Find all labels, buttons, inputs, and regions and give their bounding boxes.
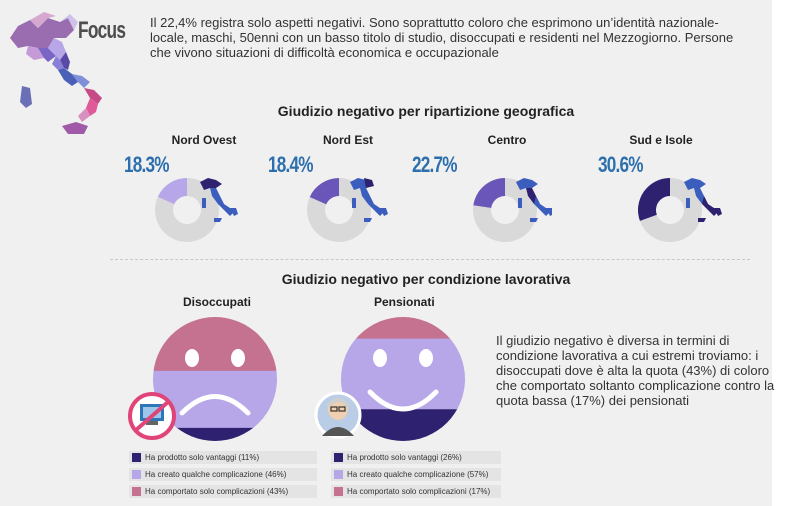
region-name: Centro (487, 133, 527, 147)
legend-item: Ha creato qualche complicazione (57%) (331, 468, 501, 481)
elderly-person-icon (314, 391, 362, 439)
region-name: Nord Est (322, 133, 373, 147)
band-solo-complicazioni (341, 317, 465, 339)
donut-slice-negative (473, 178, 505, 208)
region-nord-est: Nord Est 18.4% (268, 130, 408, 255)
group-label-disoccupati: Disoccupati (183, 295, 252, 309)
legend-label: Ha prodotto solo vantaggi (26%) (347, 453, 462, 462)
work-section-description: Il giudizio negativo è diversa in termin… (496, 333, 775, 408)
legend-swatch (132, 453, 141, 462)
italy-mini-map-icon (684, 178, 722, 222)
donut-slice-remainder (307, 178, 371, 242)
region-percentage: 22.7% (412, 152, 458, 177)
legend-disoccupati: Ha prodotto solo vantaggi (11%) Ha creat… (129, 451, 317, 502)
italy-mini-map-icon (200, 178, 238, 222)
donut-slice-negative (157, 178, 187, 205)
legend-label: Ha creato qualche complicazione (46%) (145, 470, 287, 479)
no-computer-icon (128, 392, 176, 440)
group-label-pensionati: Pensionati (374, 295, 435, 309)
legend-label: Ha comportato solo complicazioni (17%) (347, 487, 491, 496)
intro-text: Il 22,4% registra solo aspetti negativi.… (150, 15, 734, 60)
region-name: Nord Ovest (171, 133, 237, 147)
focus-title: Focus (78, 17, 126, 44)
region-donut-chart (155, 178, 238, 242)
region-percentage: 18.4% (268, 152, 314, 177)
legend-swatch (334, 470, 343, 479)
region-donut-chart (638, 178, 722, 242)
region-sud-isole: Sud e Isole 30.6% (598, 130, 738, 255)
donut-slice-remainder (639, 178, 702, 242)
legend-item: Ha prodotto solo vantaggi (26%) (331, 451, 501, 464)
region-nord-ovest: Nord Ovest 18.3% (124, 130, 264, 255)
italy-mini-map-icon (516, 178, 552, 222)
legend-swatch (334, 453, 343, 462)
work-section-title: Giudizio negativo per condizione lavorat… (281, 271, 571, 287)
legend-pensionati: Ha prodotto solo vantaggi (26%) Ha creat… (331, 451, 501, 502)
band-solo-complicazioni (153, 317, 277, 371)
legend-label: Ha comportato solo complicazioni (43%) (145, 487, 289, 496)
disoccupati-face-chart (128, 317, 277, 441)
sad-face-icon (179, 349, 251, 416)
donut-slice-negative (309, 178, 339, 205)
legend-label: Ha creato qualche complicazione (57%) (347, 470, 489, 479)
legend-item: Ha creato qualche complicazione (46%) (129, 468, 317, 481)
region-name: Sud e Isole (629, 133, 693, 147)
legend-swatch (132, 470, 141, 479)
happy-face-icon (367, 349, 439, 412)
legend-swatch (334, 487, 343, 496)
section-divider (110, 259, 750, 260)
scrollbar[interactable] (772, 0, 789, 506)
region-donut-chart (473, 178, 552, 242)
legend-item: Ha comportato solo complicazioni (17%) (331, 485, 501, 498)
geo-section-title: Giudizio negativo per ripartizione geogr… (277, 103, 575, 119)
donut-slice-remainder (155, 178, 219, 242)
legend-item: Ha comportato solo complicazioni (43%) (129, 485, 317, 498)
legend-swatch (132, 487, 141, 496)
band-qualche-complicazione (341, 338, 465, 410)
region-percentage: 30.6% (598, 152, 644, 177)
pensionati-face-chart (314, 317, 465, 441)
donut-slice-negative (638, 178, 670, 222)
donut-slice-remainder (473, 178, 537, 242)
legend-label: Ha prodotto solo vantaggi (11%) (145, 453, 260, 462)
region-donut-chart (307, 178, 388, 242)
italy-map-icon (10, 12, 102, 134)
region-percentage: 18.3% (124, 152, 170, 177)
italy-mini-map-icon (350, 178, 388, 222)
region-centro: Centro 22.7% (412, 130, 552, 255)
legend-item: Ha prodotto solo vantaggi (11%) (129, 451, 317, 464)
